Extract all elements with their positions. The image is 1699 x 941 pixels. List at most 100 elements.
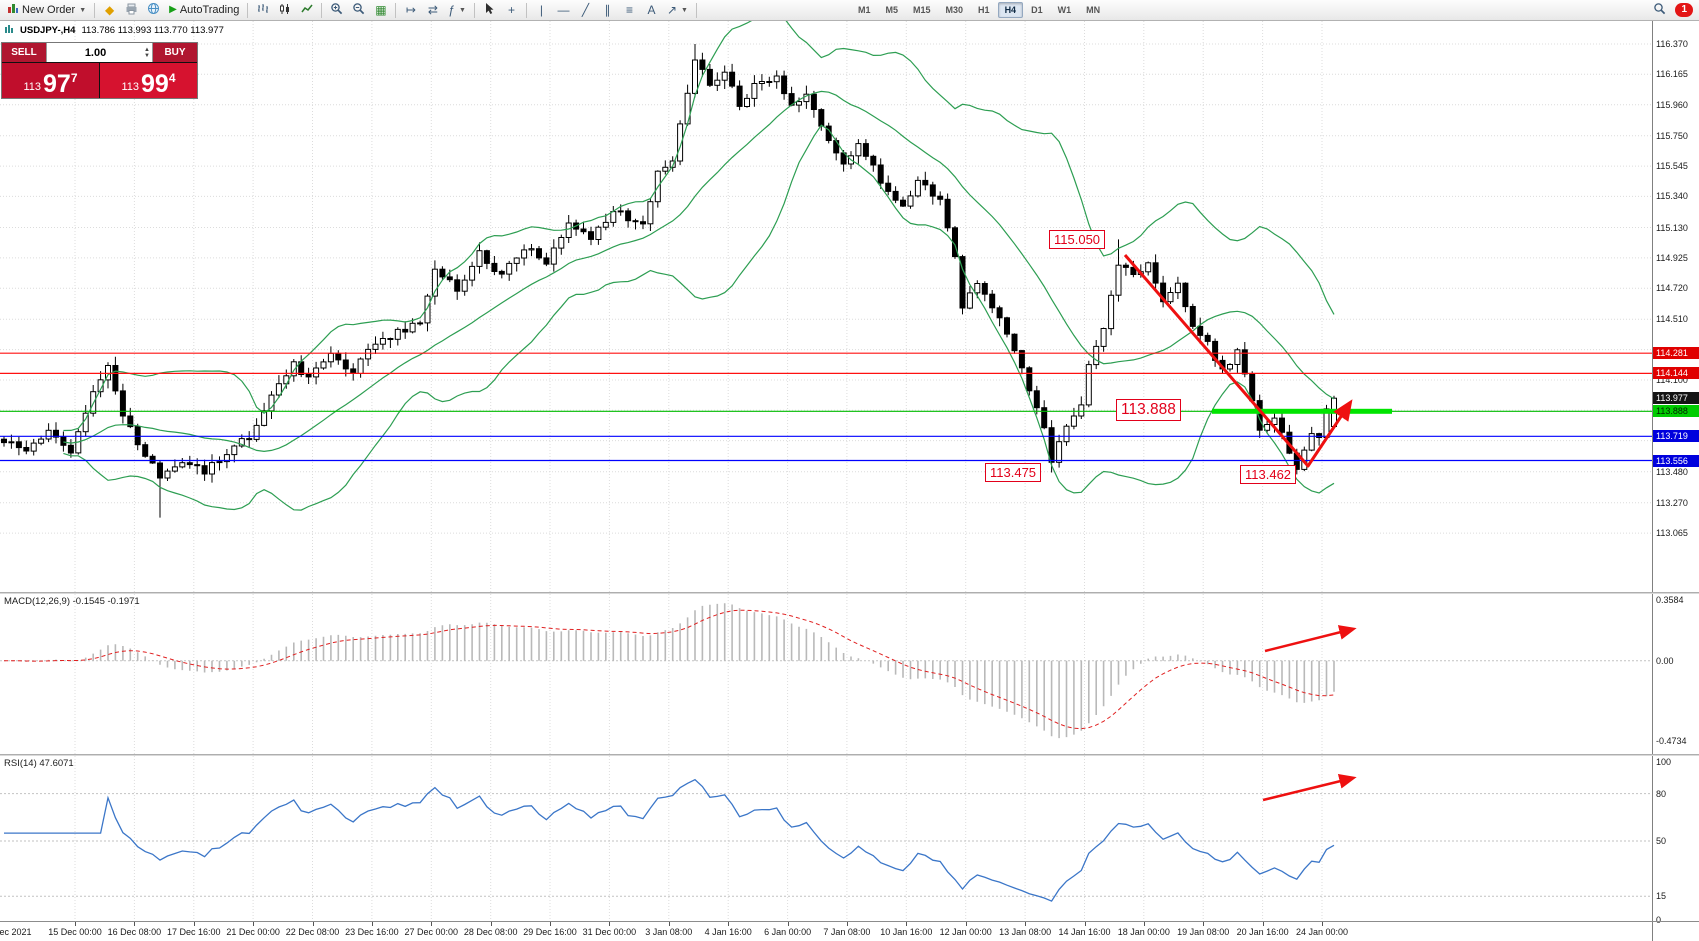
panel-divider[interactable] — [0, 754, 1699, 756]
panel-divider[interactable] — [0, 592, 1699, 594]
website-button[interactable] — [143, 1, 164, 20]
auto-scroll-icon: ↦ — [405, 3, 416, 17]
rsi-label: RSI(14) 47.6071 — [4, 758, 74, 769]
horizontal-line-button[interactable]: — — [553, 1, 574, 20]
annotation-low-113462[interactable]: 113.462 — [1240, 465, 1297, 484]
main-chart[interactable] — [0, 21, 1652, 592]
print-button[interactable] — [121, 1, 142, 20]
line-chart-button[interactable] — [296, 1, 317, 20]
timeframe-button-w1[interactable]: W1 — [1051, 2, 1079, 18]
one-click-trading-panel: SELL 1.00 ▲ ▼ BUY 113 97 7 113 99 4 — [1, 42, 198, 99]
fibonacci-button[interactable]: ≡ — [619, 1, 640, 20]
channel-button[interactable]: ∥ — [597, 1, 618, 20]
trendline-icon: ╱ — [581, 3, 590, 17]
macd-arrow[interactable] — [1264, 625, 1357, 653]
bar-chart-button[interactable] — [252, 1, 273, 20]
volume-steppers[interactable]: ▲ ▼ — [144, 47, 152, 59]
bollinger-bands — [63, 21, 1335, 511]
trend-arrow[interactable] — [1123, 254, 1353, 468]
price-axis-label: 115.750 — [1656, 130, 1688, 141]
volume-value[interactable]: 1.00 — [84, 46, 107, 59]
price-badge: 113.719 — [1653, 430, 1699, 443]
trendline-button[interactable]: ╱ — [575, 1, 596, 20]
rsi-axis-label: 50 — [1656, 836, 1667, 846]
divider — [525, 2, 527, 18]
step-down-icon[interactable]: ▼ — [144, 52, 150, 59]
timeframe-button-m15[interactable]: M15 — [906, 2, 938, 18]
new-order-button[interactable]: New Order ▼ — [3, 1, 90, 20]
annotation-low-113475[interactable]: 113.475 — [985, 463, 1042, 482]
time-tick — [550, 922, 551, 926]
autotrading-label: AutoTrading — [179, 4, 240, 16]
autotrading-button[interactable]: ▶ AutoTrading — [165, 1, 243, 20]
annotation-level-113888[interactable]: 113.888 — [1116, 399, 1181, 421]
price-axis-label: 114.100 — [1656, 375, 1688, 385]
timeframe-button-m1[interactable]: M1 — [851, 2, 878, 18]
timeframe-button-m30[interactable]: M30 — [939, 2, 971, 18]
price-badge: 113.556 — [1653, 454, 1699, 467]
sell-button[interactable]: SELL — [2, 43, 46, 62]
time-label: 23 Dec 16:00 — [345, 927, 399, 937]
price-axis-label: 116.165 — [1656, 69, 1688, 80]
buy-price[interactable]: 113 99 4 — [100, 63, 197, 98]
time-label: 27 Dec 00:00 — [404, 927, 459, 937]
crosshair-button[interactable]: + — [501, 1, 522, 20]
ohlc-bars-icon — [257, 3, 269, 18]
time-tick — [728, 922, 730, 926]
price-axis[interactable]: 116.370 116.165 115.960 115.750 115.545 115.3… — [1652, 21, 1699, 941]
horizontal-line-icon: — — [557, 3, 570, 17]
rsi-line — [4, 778, 1335, 902]
rsi-arrow[interactable] — [1262, 773, 1357, 802]
cursor-button[interactable] — [479, 1, 500, 20]
rsi-panel[interactable] — [0, 756, 1652, 922]
time-tick — [371, 922, 373, 926]
chart-shift-button[interactable]: ⇄ — [422, 1, 443, 20]
indicators-button[interactable]: ƒ ▼ — [444, 1, 470, 20]
timeframe-button-d1[interactable]: D1 — [1024, 2, 1050, 18]
macd-panel[interactable] — [0, 594, 1652, 754]
symbol-header: USDJPY-,H4 113.786 113.993 113.770 113.9… — [5, 24, 224, 36]
annotation-high-115050[interactable]: 115.050 — [1049, 230, 1106, 249]
sell-price-pips: 97 — [43, 70, 71, 98]
mql5-community-button[interactable]: ◆ — [99, 1, 120, 20]
arrows-tool-button[interactable]: ↗ ▼ — [663, 1, 692, 20]
divider — [321, 2, 323, 18]
zoom-out-button[interactable] — [348, 1, 369, 20]
notification-badge[interactable]: 1 — [1675, 3, 1693, 17]
time-axis[interactable]: 14 Dec 2021 15 Dec 00:00 16 Dec 08:00 17 De… — [0, 922, 1652, 941]
rsi-axis-label: 0 — [1656, 915, 1662, 925]
vertical-line-button[interactable]: | — [531, 1, 552, 20]
zoom-out-icon — [352, 2, 365, 18]
tile-windows-icon: ▦ — [375, 3, 387, 17]
auto-scroll-button[interactable]: ↦ — [400, 1, 421, 20]
volume-field[interactable]: 1.00 ▲ ▼ — [46, 43, 153, 62]
price-axis-label: 113.480 — [1656, 466, 1688, 477]
buy-button[interactable]: BUY — [153, 43, 197, 62]
timeframe-button-mn[interactable]: MN — [1079, 2, 1107, 18]
time-tick — [134, 922, 136, 926]
sell-price[interactable]: 113 97 7 — [2, 63, 99, 98]
time-tick — [906, 922, 908, 926]
time-label: 17 Dec 16:00 — [167, 927, 221, 937]
timeframe-toolbar: M1 M5 M15 M30 H1 H4 D1 W1 MN — [851, 2, 1107, 18]
time-label: 12 Jan 00:00 — [939, 927, 992, 937]
support-zone-segment[interactable] — [1212, 408, 1392, 414]
divider — [695, 2, 697, 18]
timeframe-button-h4[interactable]: H4 — [997, 2, 1024, 18]
time-label: 6 Jan 00:00 — [764, 927, 812, 937]
macd-histogram — [18, 603, 1335, 739]
price-axis-label: 114.510 — [1656, 314, 1688, 325]
tile-windows-button[interactable]: ▦ — [370, 1, 391, 20]
price-axis-label: 113.270 — [1656, 497, 1688, 508]
search-button[interactable] — [1649, 1, 1670, 20]
fibonacci-icon: ≡ — [625, 3, 633, 17]
time-tick — [1084, 922, 1086, 926]
time-tick — [253, 922, 255, 926]
zoom-in-button[interactable] — [326, 1, 347, 20]
play-icon: ▶ — [169, 4, 177, 15]
timeframe-button-h1[interactable]: H1 — [971, 2, 997, 18]
step-up-icon[interactable]: ▲ — [144, 46, 150, 53]
candlestick-chart-button[interactable] — [274, 1, 295, 20]
timeframe-button-m5[interactable]: M5 — [879, 2, 906, 18]
text-tool-button[interactable]: A — [641, 1, 662, 20]
